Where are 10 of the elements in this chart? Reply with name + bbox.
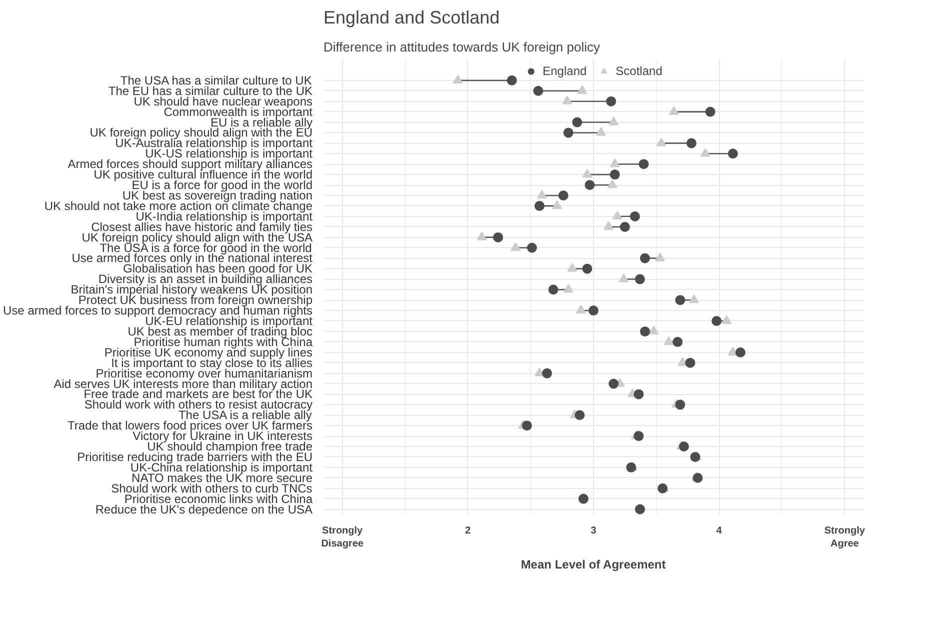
- chart-subtitle: Difference in attitudes towards UK foreign policy: [324, 40, 601, 54]
- x-tick-label: 2: [465, 526, 472, 536]
- x-axis-title: Mean Level of Agreement: [520, 558, 666, 572]
- x-tick-label: 4: [716, 526, 722, 536]
- legend-label: England: [542, 64, 587, 78]
- x-tick-label: 3: [590, 526, 597, 536]
- legend-label: Scotland: [616, 64, 662, 78]
- chart-title: England and Scotland: [324, 8, 500, 28]
- x-tick-label: Strongly Disagree: [321, 526, 364, 550]
- x-tick-label: Strongly Agree: [824, 526, 866, 550]
